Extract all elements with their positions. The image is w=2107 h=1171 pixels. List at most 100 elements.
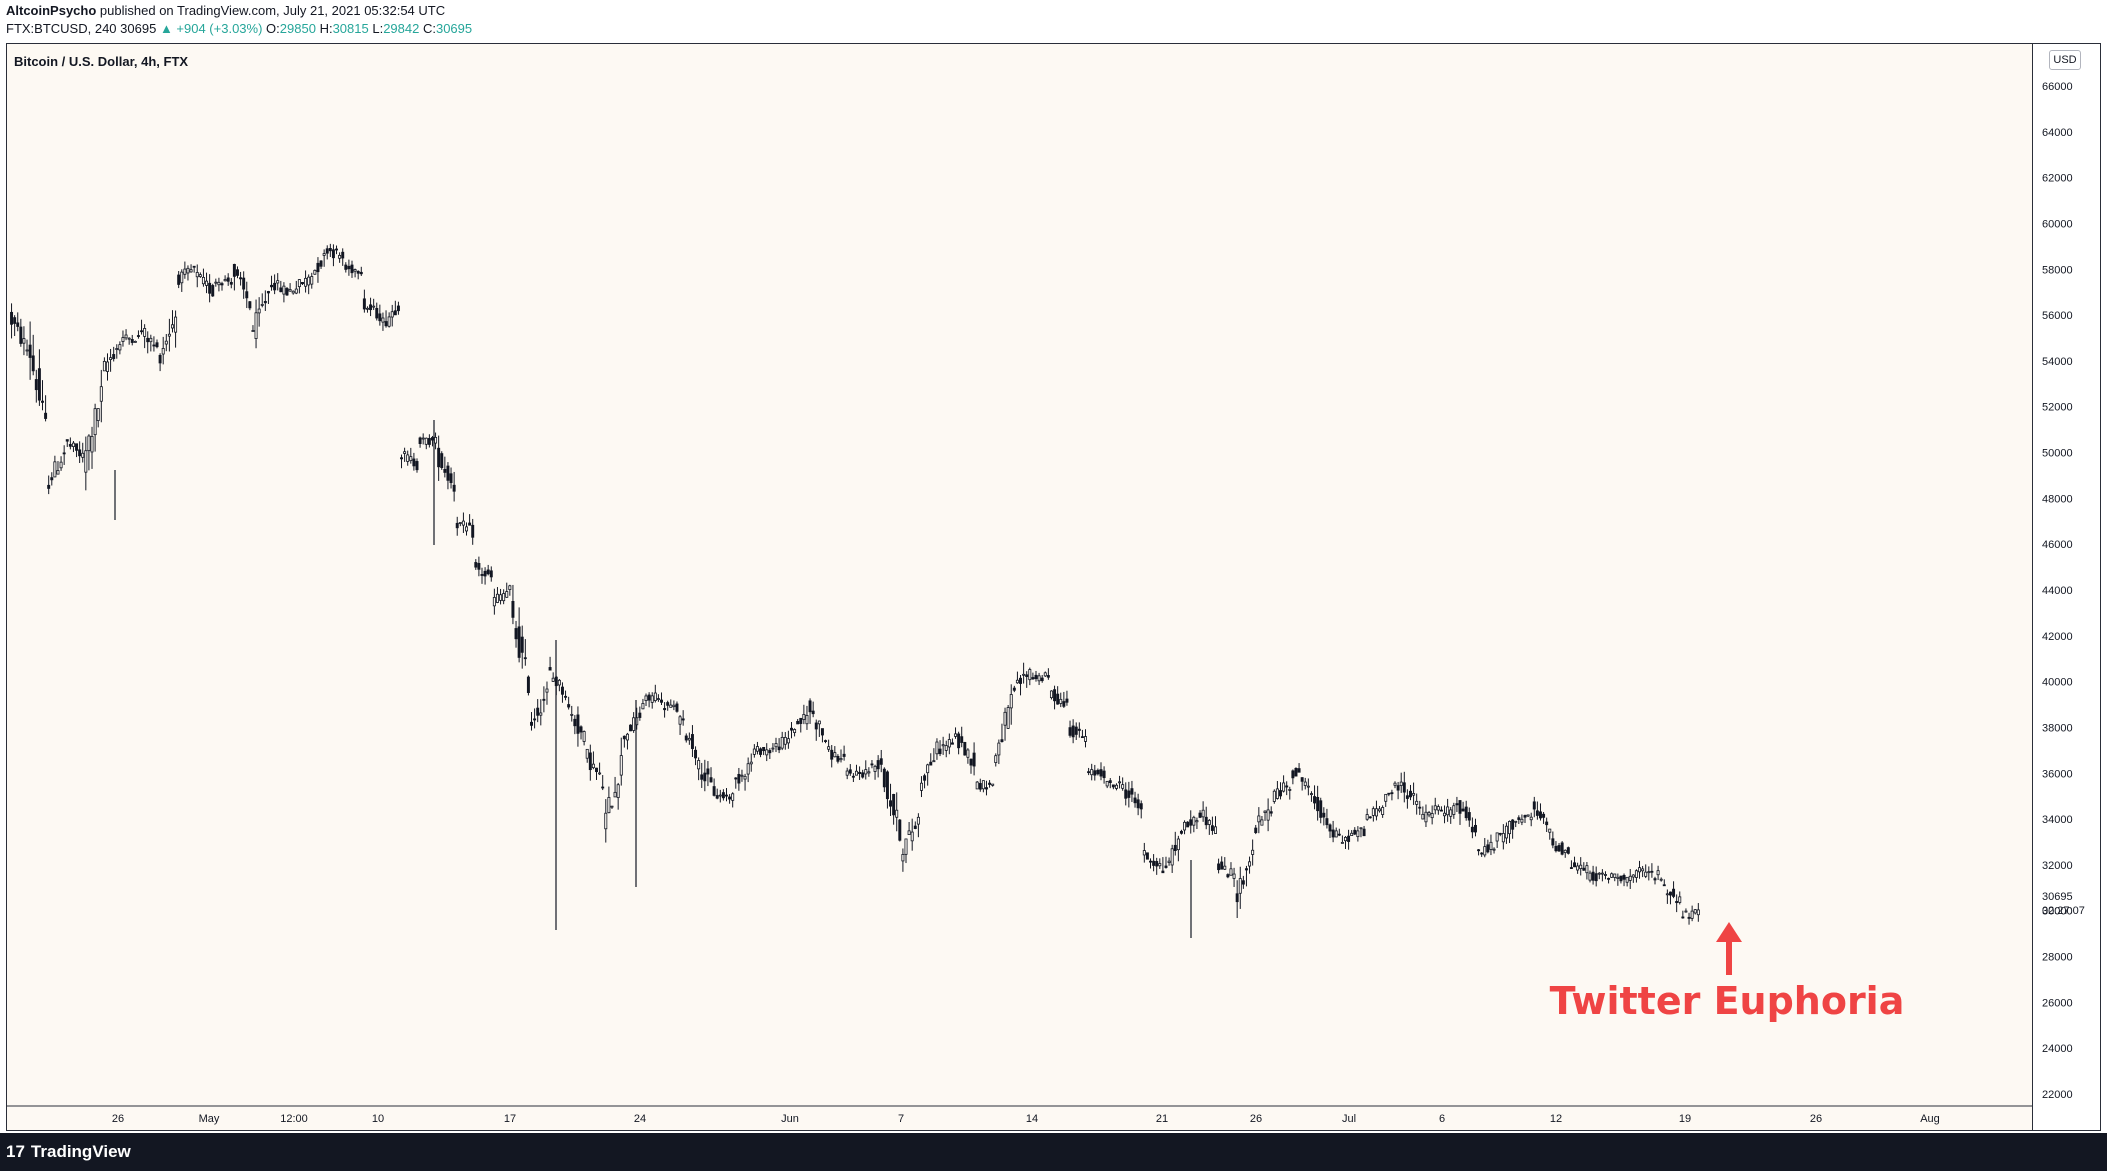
candle-body xyxy=(854,770,858,776)
candle-body xyxy=(1022,673,1026,676)
candle-body xyxy=(477,563,481,570)
candle-body xyxy=(427,438,431,445)
candle-body xyxy=(421,437,425,440)
candle-body xyxy=(1223,865,1227,870)
candle-body xyxy=(1551,838,1555,846)
candle-body xyxy=(81,452,85,458)
candle-body xyxy=(1582,867,1586,871)
y-tick-label: 60000 xyxy=(2042,218,2073,230)
candle-body xyxy=(1065,698,1069,703)
candle-body xyxy=(1387,792,1391,795)
author-name[interactable]: AltcoinPsycho xyxy=(6,3,97,18)
candle-body xyxy=(1053,689,1057,702)
candle-body xyxy=(1687,916,1691,919)
candle-body xyxy=(820,728,824,736)
price-axis[interactable] xyxy=(2033,43,2101,1131)
price-change: ▲ +904 (+3.03%) xyxy=(159,21,263,36)
candle-body xyxy=(84,450,88,473)
x-tick-label: 17 xyxy=(504,1113,516,1125)
candle-body xyxy=(715,795,719,799)
candle-body xyxy=(1356,830,1360,838)
candle-body xyxy=(610,805,614,808)
candle-body xyxy=(916,816,920,825)
ohlc-line: FTX:BTCUSD, 240 30695 ▲ +904 (+3.03%) O:… xyxy=(6,21,472,36)
candle-body xyxy=(1402,782,1406,793)
candle-body xyxy=(409,456,413,462)
candle-body xyxy=(121,337,125,342)
candle-body xyxy=(867,771,871,774)
candle-body xyxy=(833,752,837,758)
candle-body xyxy=(270,284,274,288)
candle-body xyxy=(152,344,156,347)
candle-body xyxy=(307,276,311,286)
tradingview-logo[interactable]: 17 TradingView xyxy=(6,1142,131,1162)
candle-body xyxy=(1566,847,1570,854)
candle-body xyxy=(198,274,202,277)
candle-body xyxy=(672,704,676,708)
candle-body xyxy=(1084,736,1087,742)
candle-body xyxy=(1696,909,1700,916)
candle-body xyxy=(1232,873,1236,879)
candle-body xyxy=(1164,865,1168,868)
candle-body xyxy=(638,712,642,718)
close-value: 30695 xyxy=(435,21,473,36)
x-tick-label: Aug xyxy=(1920,1113,1940,1125)
candle-body xyxy=(180,271,184,284)
candle-body xyxy=(1557,845,1561,852)
candle-body xyxy=(486,569,490,575)
symbol-interval: FTX:BTCUSD, 240 xyxy=(6,21,117,36)
candle-body xyxy=(1347,835,1351,842)
candle-body xyxy=(533,718,537,721)
candle-body xyxy=(1473,824,1477,833)
candle-body xyxy=(1183,821,1187,831)
candle-body xyxy=(47,484,51,489)
candle-body xyxy=(1189,819,1193,826)
candle-body xyxy=(1244,868,1248,871)
publish-text: published on TradingView.com, July 21, 2… xyxy=(99,3,446,18)
currency-badge[interactable]: USD xyxy=(2049,50,2081,70)
x-tick-label: 21 xyxy=(1156,1113,1168,1125)
candle-body xyxy=(1665,893,1669,896)
candle-body xyxy=(1436,806,1440,811)
candle-body xyxy=(146,337,150,343)
candle-body xyxy=(1285,785,1289,788)
candle-body xyxy=(328,248,332,252)
candle-body xyxy=(1220,861,1224,870)
candle-body xyxy=(279,287,283,293)
candle-body xyxy=(625,733,629,741)
candle-body xyxy=(1158,863,1162,867)
candle-body xyxy=(1105,781,1109,787)
candle-body xyxy=(743,775,747,780)
candle-body xyxy=(1214,826,1217,834)
candle-body xyxy=(1334,830,1338,838)
candle-body xyxy=(1176,838,1180,851)
candle-body xyxy=(1198,812,1202,818)
candle-body xyxy=(41,400,44,403)
candle-body xyxy=(666,702,670,706)
chart-plot-area[interactable] xyxy=(6,43,2033,1131)
candle-body xyxy=(1693,909,1697,914)
candle-body xyxy=(1600,872,1604,875)
candle-body xyxy=(904,838,908,855)
candle-body xyxy=(619,755,623,776)
low-value: 29842 xyxy=(383,21,420,36)
x-tick-label: 10 xyxy=(372,1113,384,1125)
candle-body xyxy=(1313,796,1317,804)
candle-body xyxy=(1019,677,1023,684)
candle-body xyxy=(1495,832,1499,842)
candle-body xyxy=(969,758,973,766)
candle-body xyxy=(923,775,927,781)
candle-body xyxy=(1573,862,1577,868)
candle-body xyxy=(1217,863,1221,871)
candle-body xyxy=(492,597,496,607)
candle-body xyxy=(112,354,116,360)
candle-body xyxy=(1532,801,1536,810)
candle-body xyxy=(814,722,818,730)
x-tick-label: 26 xyxy=(1810,1113,1822,1125)
candle-body xyxy=(1662,884,1666,887)
candle-body xyxy=(1139,803,1143,810)
candle-body xyxy=(19,326,23,344)
candle-body xyxy=(28,344,32,358)
candle-body xyxy=(1421,813,1425,820)
candle-body xyxy=(424,437,428,445)
